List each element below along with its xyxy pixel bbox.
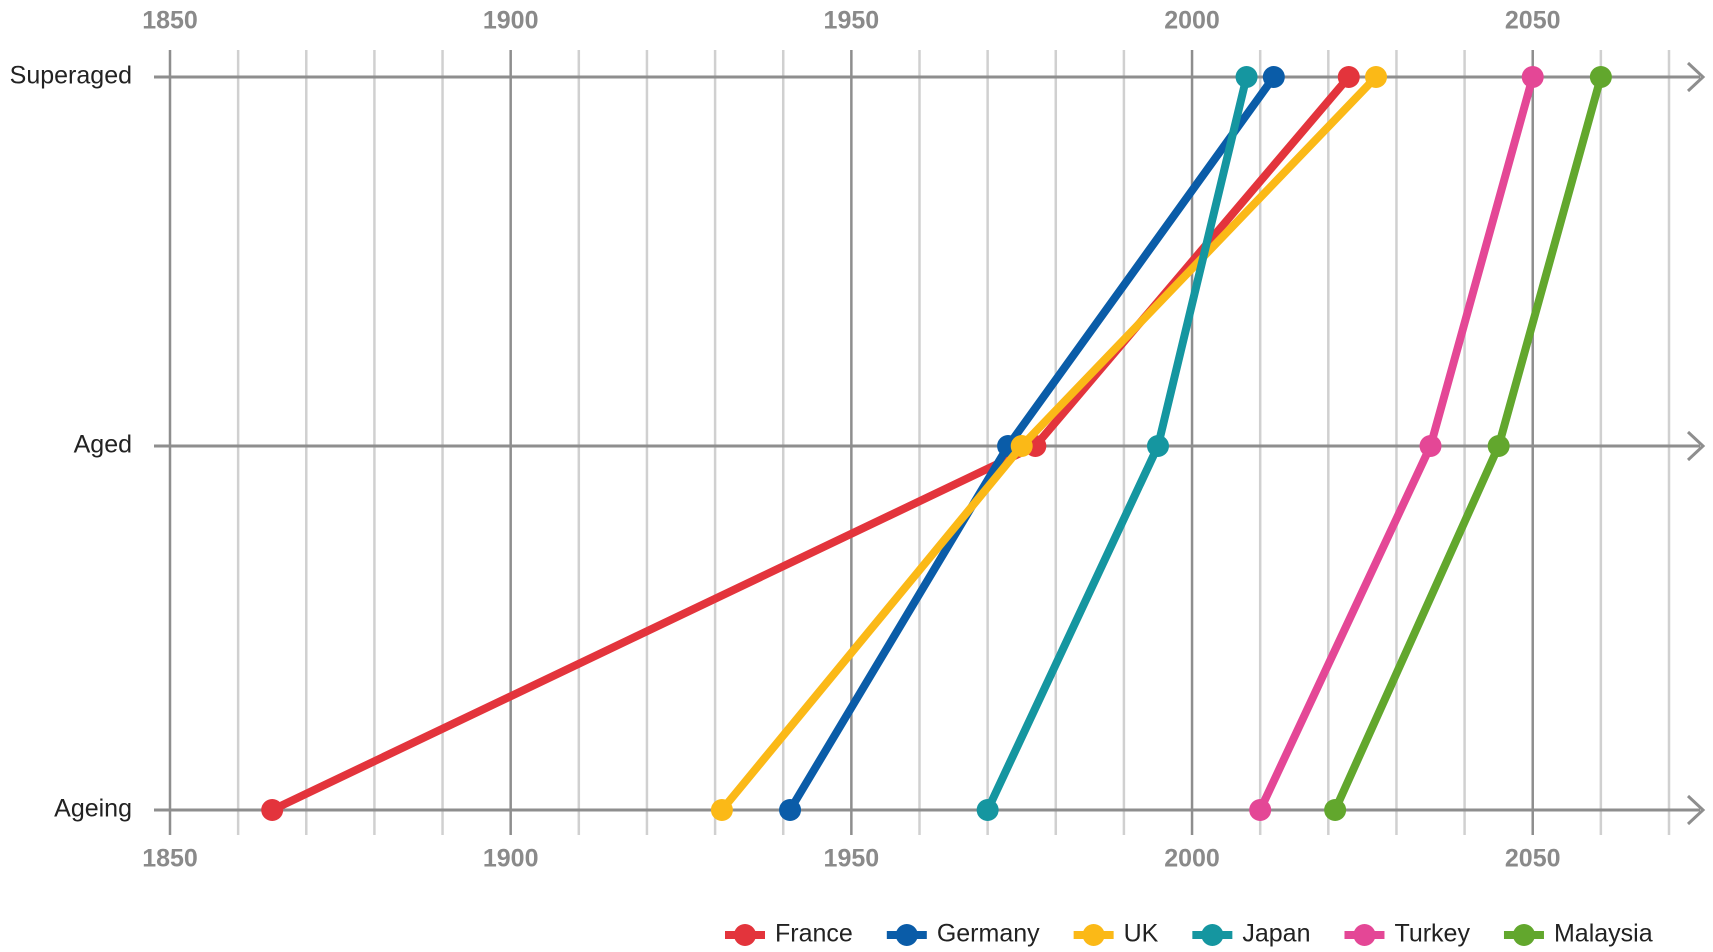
series-point [779,799,802,821]
legend-label: Japan [1242,920,1310,948]
series-point [1146,435,1169,457]
series-line [1331,75,1605,812]
x-tick-label-top: 1950 [824,7,880,35]
x-tick-label-bottom: 2050 [1505,845,1561,873]
legend-swatch-dot [734,924,756,946]
y-tick-label: Superaged [10,62,132,90]
x-tick-label-bottom: 1900 [483,845,539,873]
series-point [1337,66,1360,88]
series-point [1419,435,1442,457]
legend-swatch-dot [895,924,918,946]
row-arrow [1686,430,1706,462]
series-point [1235,66,1258,88]
series-point [261,799,284,821]
series-point [1589,66,1612,88]
legend-label: UK [1124,920,1159,948]
x-tick-label-bottom: 2000 [1164,845,1220,873]
series-point [1521,66,1544,88]
series-point [1324,799,1347,821]
x-tick-label-top: 2000 [1164,7,1220,35]
series-point [1365,66,1388,88]
legend-label: Turkey [1394,920,1470,948]
row-arrow [1686,61,1706,93]
series-point [1010,435,1033,457]
x-tick-label-bottom: 1950 [824,845,880,873]
x-tick-label-top: 2050 [1505,7,1561,35]
legend-label: France [775,920,853,948]
x-tick-label-top: 1850 [142,7,198,35]
x-tick-label-top: 1900 [483,7,539,35]
series-point [976,799,999,821]
y-tick-label: Ageing [54,795,132,823]
series-point [1487,435,1510,457]
x-tick-label-bottom: 1850 [142,845,198,873]
legend-swatch-dot [1201,924,1224,946]
legend-label: Germany [937,920,1040,948]
y-tick-label: Aged [74,431,132,459]
series-point [710,799,733,821]
series-line [718,74,1379,813]
legend-label: Malaysia [1554,920,1653,948]
legend-swatch-dot [1353,924,1376,946]
legend-swatch-dot [1512,924,1535,946]
legend-swatch-dot [1082,924,1105,946]
series-point [1249,799,1272,821]
row-arrow [1686,794,1706,826]
series-point [1262,66,1285,88]
